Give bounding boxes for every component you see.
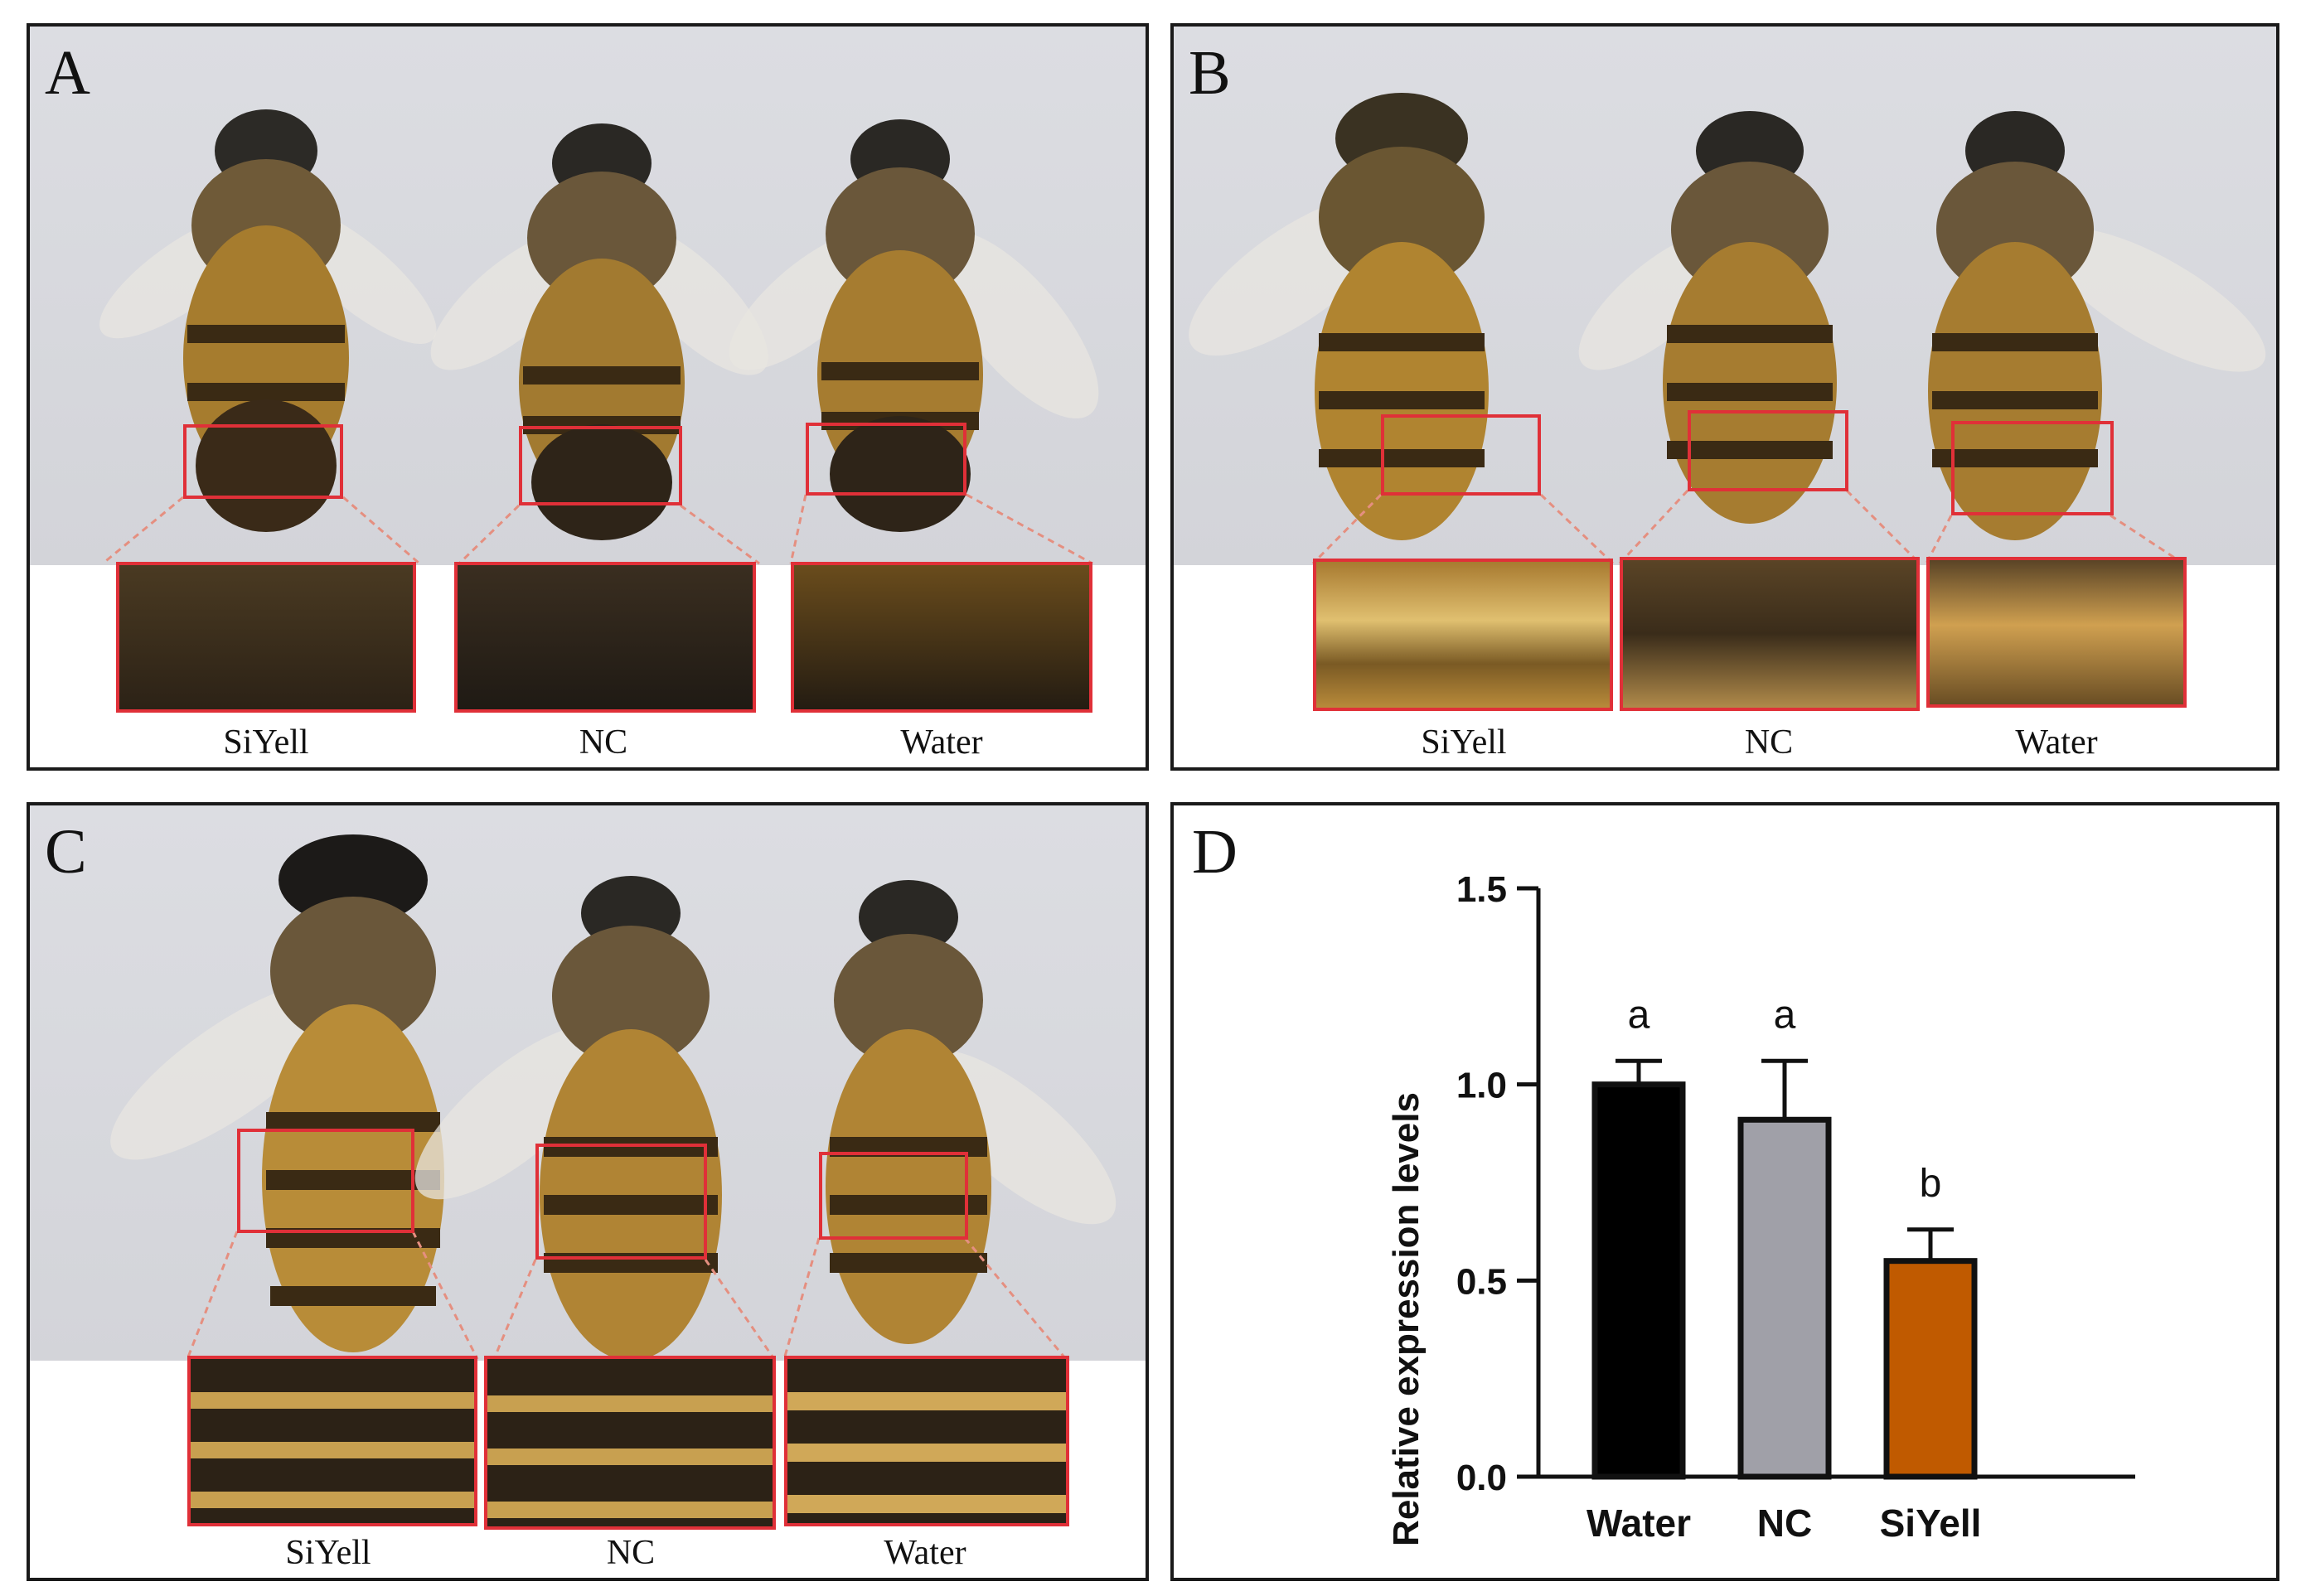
zoom-inset <box>187 1356 477 1526</box>
roi-box <box>1951 421 2114 515</box>
zoom-inset <box>1620 557 1920 711</box>
bar <box>1883 1258 1978 1480</box>
y-tick-label: 0.5 <box>1456 1261 1507 1302</box>
roi-box <box>519 426 682 505</box>
roi-box <box>1688 410 1848 491</box>
panel-a: A <box>27 23 1149 771</box>
significance-label: a <box>1774 993 1796 1037</box>
group-label: NC <box>606 1534 656 1572</box>
group-label: NC <box>1744 723 1794 762</box>
bar <box>1591 1081 1686 1480</box>
zoom-inset <box>484 1356 776 1530</box>
zoom-inset <box>791 562 1092 713</box>
zoom-inset <box>1926 557 2187 708</box>
roi-box <box>806 423 966 496</box>
group-label: SiYell <box>1421 723 1507 762</box>
x-tick-label: SiYell <box>1880 1502 1982 1545</box>
y-tick-label: 0.0 <box>1456 1458 1507 1498</box>
y-axis-label: Relative expression levels <box>1386 1092 1427 1546</box>
group-label: SiYell <box>223 723 309 762</box>
group-label: Water <box>900 723 983 762</box>
zoom-inset <box>784 1356 1069 1526</box>
panel-letter: B <box>1189 38 1231 108</box>
roi-box <box>183 424 343 499</box>
bee-photo <box>99 109 1099 565</box>
panel-letter: C <box>45 817 87 887</box>
significance-label: b <box>1920 1162 1942 1206</box>
roi-box <box>819 1152 968 1240</box>
zoom-inset <box>454 562 756 713</box>
x-tick-label: NC <box>1757 1502 1812 1545</box>
bee-photo <box>1189 93 2266 565</box>
panel-d: D 0.0 0.5 1.0 1.5 a Water a NC b SiYell Relative… <box>1170 802 2279 1581</box>
bar-chart: 0.0 0.5 1.0 1.5 a Water a NC b SiYell Relative e… <box>1386 869 2135 1546</box>
panel-letter: A <box>45 38 90 108</box>
y-tick-label: 1.5 <box>1456 869 1507 910</box>
bar <box>1737 1116 1832 1480</box>
y-tick-label: 1.0 <box>1456 1066 1507 1106</box>
group-label: NC <box>579 723 628 762</box>
panel-b: B <box>1170 23 2279 771</box>
zoom-inset <box>116 562 416 713</box>
roi-box <box>535 1144 707 1260</box>
zoom-inset <box>1313 559 1613 711</box>
group-label: Water <box>2015 723 2098 762</box>
group-label: Water <box>884 1534 966 1572</box>
x-tick-label: Water <box>1586 1502 1691 1545</box>
panel-letter: D <box>1192 817 1238 887</box>
panel-c: C <box>27 802 1149 1581</box>
roi-box <box>237 1129 414 1233</box>
roi-box <box>1381 414 1541 496</box>
significance-label: a <box>1628 993 1650 1037</box>
group-label: SiYell <box>285 1534 371 1572</box>
